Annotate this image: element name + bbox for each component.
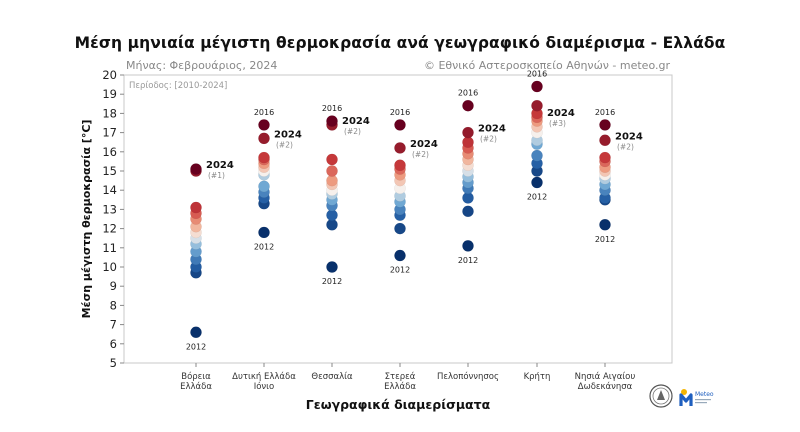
y-tick-label: 18 <box>102 106 117 120</box>
y-tick-label: 17 <box>102 126 117 140</box>
y-tick-label: 15 <box>102 164 117 178</box>
rank-2024: (#3) <box>549 119 566 128</box>
y-tick-label: 13 <box>102 202 117 216</box>
subtitle-credit: © Εθνικό Αστεροσκοπείο Αθηνών - meteo.gr <box>424 59 671 72</box>
data-point <box>190 201 202 214</box>
data-point <box>258 132 270 145</box>
min-year-label: 2012 <box>390 265 410 274</box>
y-axis-label: Μέση μέγιστη θερμοκρασία [°C] <box>80 120 93 319</box>
max-year-label: 2016 <box>595 108 615 117</box>
data-point <box>258 119 270 131</box>
x-tick-label: Ελλάδα <box>180 382 212 392</box>
plot-frame <box>123 74 673 364</box>
rank-2024: (#1) <box>208 171 225 180</box>
y-tick-label: 20 <box>102 68 117 82</box>
y-tick-label: 9 <box>110 279 117 293</box>
data-point <box>394 119 406 131</box>
x-tick-label: Ιόνιο <box>254 381 275 392</box>
x-tick-label: Στερεά <box>385 372 416 382</box>
rank-2024: (#2) <box>480 135 497 144</box>
x-tick-label: Δωδεκάνησα <box>578 382 633 392</box>
label-2024: 2024 <box>206 160 234 171</box>
y-tick-label: 12 <box>102 222 117 236</box>
min-year-label: 2012 <box>254 242 274 251</box>
data-point <box>599 134 611 147</box>
data-point <box>258 180 270 193</box>
logos: Meteo <box>649 384 714 408</box>
x-tick-label: Πελοπόννησος <box>437 371 499 382</box>
meteo-logo-icon: Meteo <box>679 389 714 406</box>
max-year-label: 2016 <box>254 108 274 117</box>
x-tick-label: Βόρεια <box>181 371 211 382</box>
period-label: Περίοδος: [2010-2024] <box>129 81 227 91</box>
data-point <box>326 153 338 166</box>
observatory-seal-icon <box>649 384 673 408</box>
label-2024: 2024 <box>547 108 575 119</box>
x-tick-label: Κρήτη <box>524 372 551 382</box>
label-2024: 2024 <box>615 131 643 142</box>
data-point <box>531 176 543 189</box>
label-2024: 2024 <box>274 129 302 140</box>
y-tick-label: 5 <box>110 356 117 370</box>
rank-2024: (#2) <box>617 142 634 151</box>
data-point <box>394 142 406 154</box>
data-point <box>531 149 543 162</box>
meteo-logo-text: Meteo <box>695 391 714 398</box>
rank-2024: (#2) <box>412 150 429 159</box>
label-2024: 2024 <box>342 116 370 127</box>
x-tick-label: Νησιά Αιγαίου <box>575 372 636 382</box>
y-tick-label: 14 <box>102 183 117 197</box>
rank-2024: (#2) <box>344 127 361 136</box>
data-point <box>326 115 338 127</box>
data-point <box>326 165 338 177</box>
y-tick-label: 16 <box>102 145 117 159</box>
data-point <box>462 205 474 218</box>
data-point <box>190 163 202 175</box>
x-axis-label: Γεωγραφικά διαμερίσματα <box>306 397 491 412</box>
data-point <box>394 222 406 235</box>
data-point <box>531 80 543 93</box>
data-point <box>531 99 543 112</box>
data-point <box>599 218 611 231</box>
data-point <box>599 151 611 164</box>
min-year-label: 2012 <box>322 277 342 286</box>
min-year-label: 2012 <box>527 193 547 202</box>
x-tick-label: Ελλάδα <box>384 382 416 392</box>
data-point <box>394 249 406 262</box>
data-point <box>394 159 406 172</box>
max-year-label: 2016 <box>527 70 547 79</box>
y-tick-label: 11 <box>102 241 117 255</box>
y-tick-label: 19 <box>102 87 117 101</box>
min-year-label: 2012 <box>595 235 615 244</box>
data-point <box>462 99 474 112</box>
data-point <box>599 119 611 131</box>
rank-2024: (#2) <box>276 140 293 149</box>
data-point <box>462 126 474 139</box>
x-tick-label: Θεσσαλία <box>311 372 353 382</box>
min-year-label: 2012 <box>186 342 206 351</box>
y-tick-label: 6 <box>110 337 117 351</box>
max-year-label: 2016 <box>390 108 410 117</box>
subtitle-month: Μήνας: Φεβρουάριος, 2024 <box>126 59 277 72</box>
label-2024: 2024 <box>410 139 438 150</box>
max-year-label: 2016 <box>322 104 342 113</box>
data-point <box>258 151 270 164</box>
x-tick-label: Δυτική Ελλάδα <box>232 372 296 382</box>
min-year-label: 2012 <box>458 256 478 265</box>
data-point <box>258 226 270 239</box>
label-2024: 2024 <box>478 124 506 135</box>
data-point <box>326 261 338 273</box>
max-year-label: 2016 <box>458 89 478 98</box>
y-tick-label: 8 <box>110 298 117 312</box>
y-tick-label: 10 <box>102 260 117 274</box>
data-point <box>190 326 202 339</box>
y-tick-label: 7 <box>110 318 117 332</box>
data-point <box>462 240 474 252</box>
chart-title: Μέση μηνιαία μέγιστη θερμοκρασία ανά γεω… <box>74 34 726 52</box>
